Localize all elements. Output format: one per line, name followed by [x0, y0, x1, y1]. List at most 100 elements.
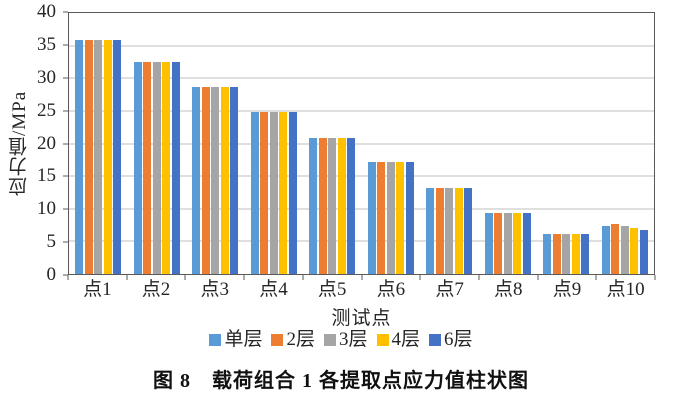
y-tick-label: 35: [37, 33, 56, 55]
x-tick-label-点8: 点8: [494, 279, 523, 300]
bar-3层-点8: [503, 212, 512, 274]
bar-3层-点6: [386, 161, 395, 274]
y-tick-label: 20: [37, 132, 56, 154]
bar-6层-点1: [113, 40, 122, 274]
gridline: [69, 45, 654, 47]
x-tick-mark: [654, 275, 656, 280]
bar-group-点3: [186, 13, 245, 274]
x-tick-label-点9: 点9: [552, 279, 582, 300]
bar-3层-点10: [620, 226, 629, 274]
bar-单层-点1: [75, 40, 84, 274]
bar-2层-点5: [318, 137, 327, 274]
bar-4层-点1: [103, 40, 112, 274]
legend-item-6层: 6层: [429, 330, 473, 349]
x-axis-title: 测试点: [331, 308, 392, 329]
bar-groups: [69, 13, 654, 274]
bar-3层-点2: [152, 61, 161, 274]
x-tick-label-点2: 点2: [141, 279, 171, 300]
y-tick-mark: [63, 11, 68, 13]
bar-单层-点5: [309, 137, 318, 274]
bar-3层-点3: [211, 86, 220, 274]
bar-2层-点2: [143, 61, 152, 274]
bar-6层-点3: [230, 86, 239, 274]
bar-group-点8: [479, 13, 538, 274]
bar-2层-点3: [201, 86, 210, 274]
bar-6层-点2: [171, 61, 180, 274]
y-tick-mark: [63, 175, 68, 177]
bar-4层-点2: [162, 61, 171, 274]
y-tick-label: 40: [37, 1, 56, 23]
legend: 单层 2层 3层 4层 6层: [0, 330, 682, 349]
bar-单层-点3: [192, 86, 201, 274]
bar-3层-点7: [445, 187, 454, 274]
gridline: [69, 175, 654, 177]
x-tick-label-点1: 点1: [83, 279, 112, 300]
x-tick-labels: 点1 点2 点3 点4 点5 点6 点7 点8 点9 点10: [68, 279, 655, 302]
legend-label: 4层: [391, 329, 421, 350]
x-tick-marks: [67, 275, 656, 280]
legend-item-4层: 4层: [376, 329, 421, 350]
legend-label: 单层: [224, 329, 263, 350]
bar-4层-点5: [337, 137, 346, 274]
bar-2层-点7: [435, 187, 444, 274]
bar-3层-点5: [328, 137, 337, 274]
y-tick-label: 10: [37, 198, 56, 220]
y-tick-label: 5: [46, 231, 57, 253]
bar-6层-点7: [464, 187, 473, 274]
bar-3层-点1: [94, 40, 103, 274]
y-tick-label: 0: [46, 264, 57, 286]
plot-area: [68, 12, 655, 275]
x-tick-mark: [537, 275, 539, 280]
y-tick-label: 25: [37, 99, 56, 121]
x-tick-mark: [478, 275, 480, 280]
y-tick-mark: [63, 274, 68, 276]
x-tick-mark: [595, 275, 597, 280]
legend-item-3层: 3层: [323, 329, 368, 350]
bar-4层-点7: [454, 187, 463, 274]
legend-swatch-icon: [429, 333, 442, 346]
x-tick-label-点7: 点7: [435, 279, 464, 300]
bar-2层-点6: [377, 161, 386, 274]
bar-2层-点9: [552, 234, 561, 274]
gridline: [69, 143, 654, 144]
x-tick-label-点5: 点5: [317, 279, 347, 300]
bar-2层-点8: [494, 212, 503, 274]
bar-6层-点9: [581, 233, 590, 274]
bar-4层-点3: [220, 86, 229, 274]
bar-单层-点2: [133, 61, 142, 274]
y-tick-labels: 0 5 10 15 20 25 30 35 40: [0, 2, 59, 284]
legend-swatch-icon: [323, 333, 336, 346]
x-tick-label-点4: 点4: [259, 279, 288, 300]
bar-6层-点8: [522, 212, 531, 274]
legend-label: 6层: [444, 329, 473, 350]
bar-2层-点1: [84, 40, 93, 274]
gridline: [69, 208, 654, 210]
bar-单层-点4: [250, 111, 259, 274]
gridline: [69, 77, 654, 79]
x-tick-mark: [184, 275, 186, 280]
legend-swatch-icon: [271, 333, 284, 346]
legend-swatch-icon: [376, 333, 389, 346]
bar-group-点7: [420, 13, 479, 274]
y-tick-mark: [63, 208, 68, 210]
gridline: [69, 240, 654, 242]
legend-swatch-icon: [209, 333, 222, 346]
bar-group-点10: [596, 13, 655, 274]
bar-group-点4: [245, 13, 304, 274]
bar-group-点2: [128, 13, 187, 274]
bar-6层-点6: [405, 161, 414, 274]
bar-单层-点7: [426, 187, 435, 274]
bar-2层-点4: [260, 111, 269, 274]
bar-3层-点4: [269, 111, 278, 274]
y-tick-mark: [63, 44, 68, 46]
y-tick-mark: [63, 241, 68, 243]
bar-2层-点10: [611, 224, 620, 274]
y-tick-mark: [63, 143, 68, 144]
legend-label: 2层: [286, 329, 315, 350]
bar-单层-点9: [543, 233, 552, 274]
gridlines: [69, 13, 654, 274]
legend-label: 3层: [338, 329, 368, 350]
x-tick-mark: [361, 275, 362, 280]
bar-4层-点9: [571, 234, 580, 274]
x-tick-mark: [302, 275, 304, 280]
